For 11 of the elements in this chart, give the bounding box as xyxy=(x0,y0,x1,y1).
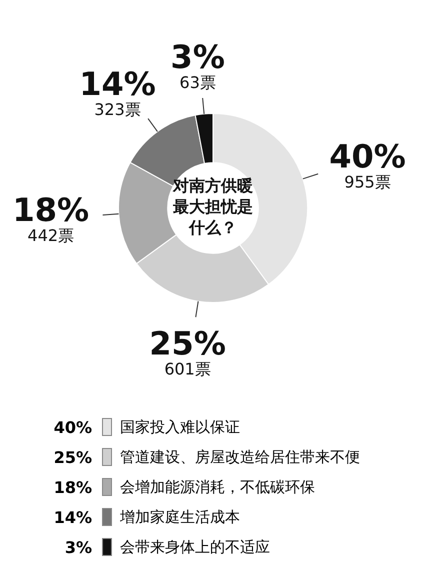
text: 25% xyxy=(54,448,92,466)
legend-label: 增加家庭生活成本 xyxy=(120,508,240,526)
legend-label: 管道建设、房屋改造给居住带来不便 xyxy=(120,448,360,466)
text: 对南方供暖最大担忧是什么？ xyxy=(172,176,253,238)
legend-label: 会增加能源消耗，不低碳环保 xyxy=(120,478,315,496)
text: 40% xyxy=(54,418,92,436)
legend-label: 国家投入难以保证 xyxy=(120,418,240,436)
legend-label: 会带来身体上的不适应 xyxy=(120,538,270,556)
text: 14% xyxy=(54,508,92,526)
text: 18% xyxy=(54,478,92,496)
text: 3% xyxy=(64,538,92,556)
